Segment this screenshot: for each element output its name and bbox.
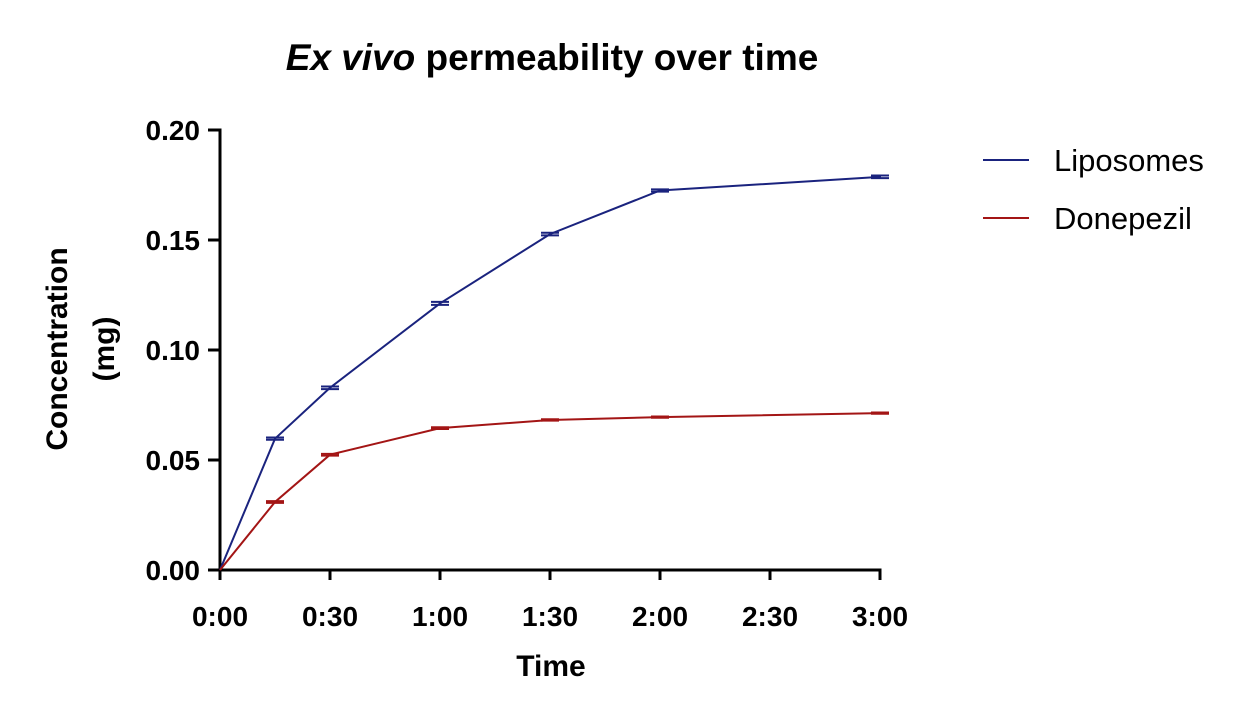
series-layer <box>219 174 889 571</box>
chart-title-italic: Ex vivo <box>286 37 416 78</box>
y-tick-label: 0.05 <box>146 445 201 476</box>
x-tick-label: 0:00 <box>192 601 248 632</box>
data-point <box>321 452 339 457</box>
legend-item-liposomes: Liposomes <box>983 143 1204 178</box>
y-axis-title-line1: Concentration <box>41 247 74 450</box>
data-point <box>266 436 284 441</box>
x-tick-label: 2:30 <box>742 601 798 632</box>
x-tick-label: 3:00 <box>852 601 908 632</box>
x-tick-label: 1:00 <box>412 601 468 632</box>
x-tick-label: 2:00 <box>632 601 688 632</box>
x-axis-title: Time <box>516 650 585 683</box>
data-point <box>321 385 339 391</box>
series-line <box>219 412 881 571</box>
data-point <box>266 500 284 504</box>
axes: 0:00 0:30 1:00 1:30 2:00 2:30 3:00 0.00 0.05 0.10… <box>146 115 909 632</box>
legend-label: Liposomes <box>1054 143 1204 178</box>
series-liposomes <box>219 174 889 571</box>
legend-label: Donepezil <box>1054 201 1192 236</box>
data-point <box>431 300 449 306</box>
data-point <box>541 231 559 237</box>
y-tick-label: 0.10 <box>146 335 201 366</box>
y-axis-title: Concentration (mg) <box>41 247 121 450</box>
chart-title: Ex vivo permeability over time <box>286 37 819 78</box>
data-point <box>541 418 559 422</box>
x-tick-label: 0:30 <box>302 601 358 632</box>
data-point <box>871 411 889 415</box>
x-tick-label: 1:30 <box>522 601 578 632</box>
data-point <box>651 188 669 193</box>
legend: Liposomes Donepezil <box>983 143 1204 236</box>
data-point <box>871 174 889 180</box>
legend-item-donepezil: Donepezil <box>983 201 1192 236</box>
y-tick-label: 0.20 <box>146 115 201 146</box>
chart-title-rest: permeability over time <box>415 37 818 78</box>
y-axis-title-line2: (mg) <box>88 317 121 382</box>
data-point <box>651 415 669 419</box>
y-tick-label: 0.00 <box>146 555 201 586</box>
y-tick-label: 0.15 <box>146 225 201 256</box>
series-donepezil <box>219 411 889 571</box>
data-point <box>431 426 449 430</box>
